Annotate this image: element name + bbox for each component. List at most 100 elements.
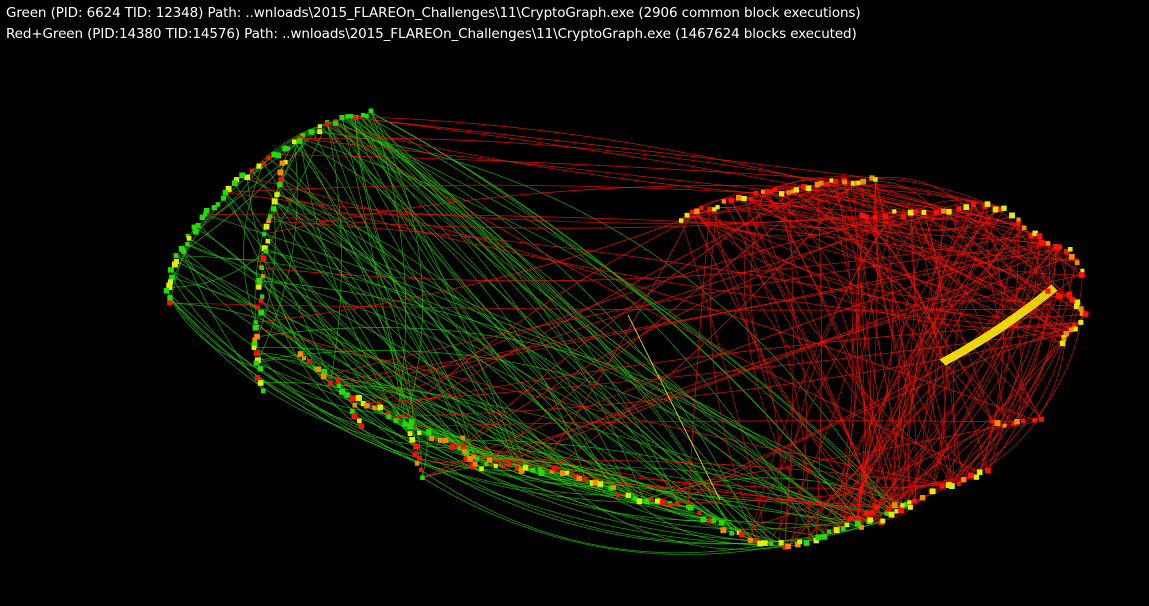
graph-node: [659, 499, 666, 506]
graph-node: [429, 436, 434, 441]
graph-node: [317, 124, 322, 129]
graph-node: [460, 444, 466, 450]
graph-edge: [680, 220, 768, 546]
graph-node: [856, 515, 861, 521]
graph-edge: [369, 111, 862, 525]
graph-node: [1079, 311, 1085, 316]
graph-edge: [941, 425, 1005, 487]
graph-edge: [803, 186, 953, 487]
graph-node: [990, 419, 995, 424]
graph-node: [484, 461, 489, 466]
graph-node: [173, 253, 179, 259]
graph-edge: [676, 476, 977, 504]
graph-edge: [261, 233, 1036, 282]
graph-edge: [987, 294, 1059, 471]
graph-node: [271, 151, 278, 158]
graph-node: [976, 469, 983, 475]
graph-edge: [940, 285, 1054, 362]
graph-node: [985, 467, 991, 474]
graph-edge: [243, 163, 265, 323]
graph-node: [211, 205, 217, 211]
graph-node: [782, 545, 788, 550]
red-green-trace-info: Red+Green (PID:14380 TID:14576) Path: ..…: [6, 26, 857, 42]
graph-node: [1063, 248, 1070, 255]
graph-edge: [958, 208, 1059, 296]
graph-node: [256, 277, 263, 284]
graph-node: [364, 403, 370, 409]
graph-node: [921, 210, 927, 215]
graph-node: [826, 529, 832, 534]
graph-node: [961, 477, 967, 483]
graph-node: [360, 401, 366, 406]
graph-node: [1053, 243, 1059, 250]
graph-node: [261, 245, 268, 252]
graph-edge: [333, 120, 902, 510]
graph-edge: [692, 211, 1070, 302]
graph-edge: [943, 210, 1023, 422]
graph-node: [1021, 225, 1027, 231]
graph-node: [386, 414, 392, 420]
graph-edge: [871, 176, 967, 208]
graph-node: [592, 479, 599, 486]
graph-node: [344, 392, 350, 398]
graph-node: [772, 187, 777, 192]
graph-node: [279, 160, 285, 166]
graph-node: [860, 178, 866, 185]
graph-node: [872, 214, 878, 220]
graph-node: [864, 510, 870, 517]
graph-edge: [1034, 322, 1082, 421]
graph-node: [1078, 272, 1085, 278]
graph-edge: [260, 312, 765, 544]
graph-edge: [285, 161, 757, 541]
graph-edge: [278, 192, 474, 457]
graph-edge: [979, 223, 1019, 473]
graph-node: [186, 236, 192, 241]
graph-edge: [855, 216, 895, 506]
graph-edge: [831, 180, 871, 527]
graph-node: [418, 467, 423, 472]
graph-node: [968, 472, 974, 479]
graph-node: [463, 456, 470, 463]
graph-node: [282, 145, 288, 152]
graph-edge: [787, 246, 1057, 547]
graph-node: [582, 476, 589, 483]
graph-node: [414, 461, 420, 466]
graph-node: [253, 360, 259, 366]
graph-edge: [175, 255, 464, 448]
graph-node: [258, 309, 265, 316]
graph-node: [1071, 322, 1076, 327]
graph-edge: [1047, 242, 1082, 276]
graph-edge: [979, 236, 1040, 473]
graph-edge: [281, 179, 526, 468]
graph-edge: [831, 181, 854, 534]
graph-node: [886, 507, 891, 512]
graph-node: [597, 481, 604, 487]
graph-node: [244, 174, 250, 181]
graph-node: [707, 206, 713, 212]
graph-node: [407, 423, 414, 430]
graph-edge: [274, 154, 864, 182]
graph-node: [1072, 326, 1078, 332]
graph-node: [385, 411, 391, 417]
graph-node: [973, 474, 980, 480]
graph-node: [1057, 244, 1062, 250]
graph-edge: [948, 211, 1072, 331]
graph-node: [260, 388, 266, 394]
graph-edge: [293, 141, 478, 459]
graph-edge: [395, 180, 832, 421]
graph-node: [697, 510, 702, 516]
graph-edge: [274, 201, 411, 434]
graph-edge: [333, 120, 680, 506]
graph-edge: [354, 117, 534, 471]
graph-node: [869, 175, 875, 181]
graph-node: [690, 210, 695, 215]
graph-node: [263, 248, 269, 254]
graph-edge: [860, 204, 974, 525]
graph-node: [257, 380, 264, 386]
graph-edge: [354, 117, 873, 179]
graph-node: [192, 228, 199, 235]
graph-node: [352, 402, 358, 408]
graph-node: [894, 509, 899, 514]
